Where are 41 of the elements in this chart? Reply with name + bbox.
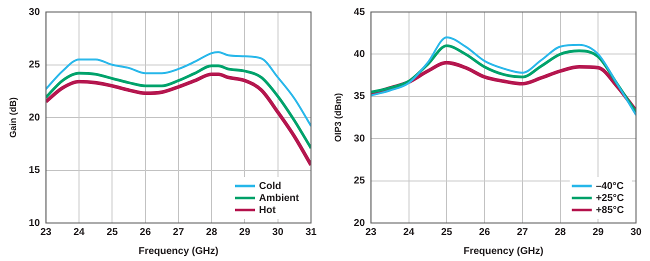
y-axis-title: Gain (dB) (8, 97, 18, 138)
x-tick-label: 24 (73, 226, 86, 238)
x-tick-label: 24 (403, 226, 415, 238)
legend-label: Ambient (259, 192, 300, 204)
x-tick-label: 28 (554, 226, 566, 238)
y-tick-label: 40 (354, 48, 366, 60)
x-tick-label: 25 (106, 226, 118, 238)
legend-label: Cold (259, 180, 282, 192)
y-tick-label: 30 (354, 133, 366, 144)
line-series (46, 72, 311, 167)
y-axis-title: OIP3 (dBm) (332, 92, 343, 142)
y-tick-label: 20 (28, 112, 40, 124)
y-tick-label: 30 (28, 6, 40, 18)
y-tick-label: 10 (28, 218, 40, 229)
legend-label: +25°C (596, 192, 624, 204)
x-tick-label: 30 (272, 226, 284, 238)
x-tick-label: 30 (630, 226, 642, 238)
x-tick-label: 26 (140, 226, 152, 238)
y-tick-label: 20 (354, 218, 366, 229)
line-series (46, 64, 311, 150)
x-tick-label: 28 (206, 226, 218, 238)
y-tick-label: 25 (354, 176, 366, 187)
x-tick-label: 27 (516, 226, 528, 238)
x-tick-label: 23 (40, 226, 52, 238)
x-tick-label: 29 (592, 226, 604, 238)
x-tick-label: 31 (305, 226, 317, 238)
y-tick-label: 35 (354, 91, 366, 102)
line-series (46, 51, 311, 127)
legend-label: Hot (259, 204, 276, 216)
x-tick-label: 29 (239, 226, 251, 238)
y-tick-label: 25 (28, 60, 40, 70)
legend-label: –40°C (596, 180, 624, 192)
x-axis-title: Frequency (GHz) (138, 246, 218, 257)
y-tick-label: 15 (28, 165, 40, 176)
x-tick-label: 23 (365, 226, 377, 238)
x-tick-label: 26 (478, 226, 491, 238)
legend-label: +85°C (596, 204, 624, 216)
x-tick-label: 27 (172, 226, 184, 238)
y-tick-label: 45 (354, 6, 366, 18)
x-axis-title: Frequency (GHz) (463, 246, 544, 257)
x-tick-label: 25 (441, 226, 453, 238)
